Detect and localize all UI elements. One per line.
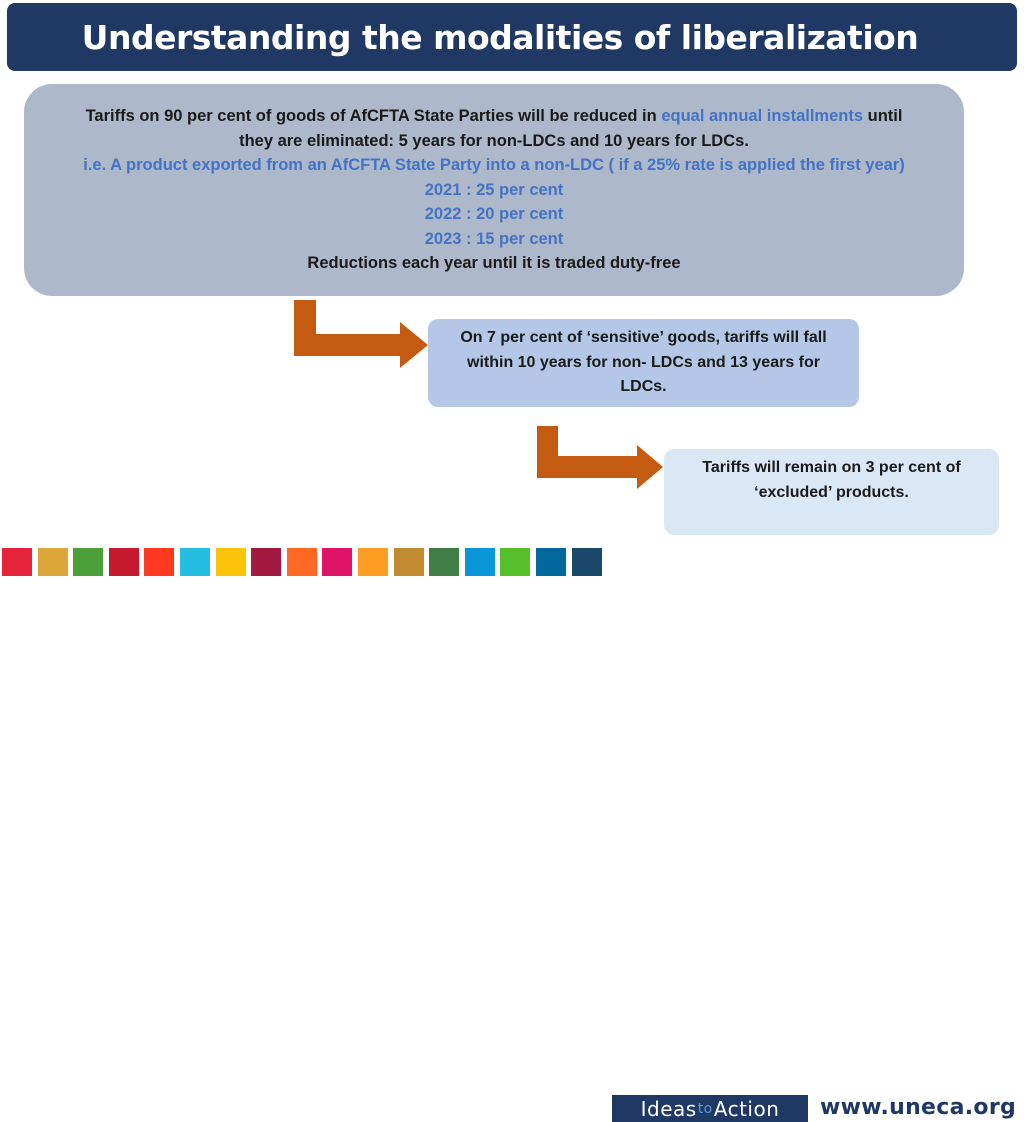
ideas-to-action-logo: Ideas to Action [612,1095,808,1122]
to-word: to [697,1100,713,1117]
example-line: i.e. A product exported from an AfCFTA S… [83,156,905,175]
ideas-word: Ideas [640,1096,697,1121]
sdg-tile [2,548,32,576]
arrow-1-icon [294,300,428,368]
sdg-tile [571,548,602,576]
excluded-products-text: Tariffs will remain on 3 per cent of ‘ex… [702,459,961,501]
main-line-1: Tariffs on 90 per cent of goods of AfCFT… [86,104,903,129]
main-text-part2: until [863,107,903,126]
sdg-tile [73,548,104,576]
sdg-tile [286,548,317,576]
sdg-tile [144,548,175,576]
excluded-products-box: Tariffs will remain on 3 per cent of ‘ex… [664,449,999,535]
sdg-tile [393,548,424,576]
action-word: Action [713,1096,780,1121]
main-highlight: equal annual installments [661,107,864,126]
sdg-tile [500,548,531,576]
main-text-part1: Tariffs on 90 per cent of goods of AfCFT… [85,107,662,126]
year-2021-line: 2021 : 25 per cent [424,180,564,199]
sdg-tile [536,548,566,576]
sensitive-goods-text: On 7 per cent of ‘sensitive’ goods, tari… [460,329,827,396]
main-line-2: they are eliminated: 5 years for non-LDC… [239,131,749,150]
closing-line: Reductions each year until it is traded … [307,254,681,273]
sdg-tile [108,548,139,576]
sdg-tile [358,548,388,576]
sdg-tile [215,548,246,576]
sdg-tile [322,548,353,576]
sdg-tile [251,548,282,576]
sdg-tile [464,548,495,576]
year-2023-line: 2023 : 15 per cent [424,229,564,248]
sdg-tile [37,548,68,576]
sdg-tile [429,548,460,576]
website-url[interactable]: www.uneca.org [820,1094,1017,1120]
footer: Ideas to Action www.uneca.org [0,546,1024,1122]
sdg-tile [180,548,210,576]
sensitive-goods-box: On 7 per cent of ‘sensitive’ goods, tari… [428,319,859,407]
arrow-2-icon [537,426,663,489]
main-info-box: Tariffs on 90 per cent of goods of AfCFT… [24,84,964,296]
slide-title-bar: Understanding the modalities of liberali… [7,3,1017,71]
year-2022-line: 2022 : 20 per cent [424,205,564,224]
slide-title: Understanding the modalities of liberali… [81,17,919,57]
